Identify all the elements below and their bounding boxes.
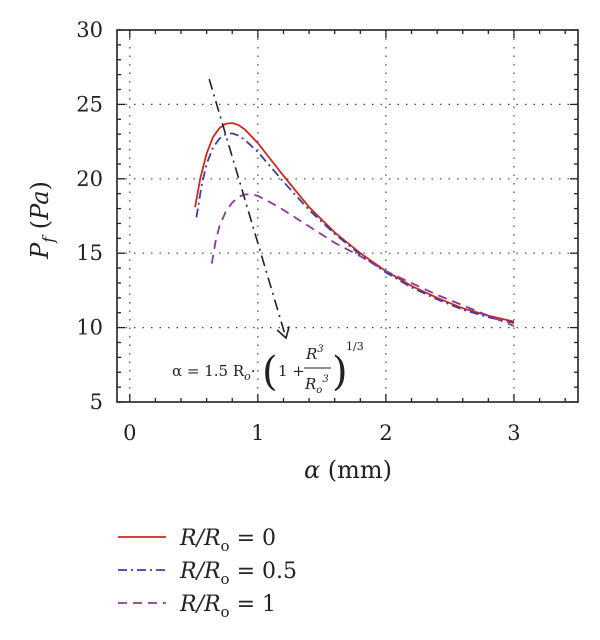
y-tick-label: 15	[76, 241, 103, 265]
x-tick-label: 3	[507, 421, 520, 445]
grid-lines	[117, 30, 578, 402]
legend-label-1: R/Ro = 0.5	[179, 559, 297, 588]
legend-label-0: R/Ro = 0	[179, 526, 276, 555]
series-line-1	[195, 132, 515, 324]
x-tick-label: 1	[251, 421, 264, 445]
annotation-formula: α = 1.5 Ro·	[172, 362, 256, 383]
series-line-2	[210, 193, 515, 327]
y-tick-label: 5	[90, 390, 103, 414]
annotation-num: R3	[305, 344, 324, 363]
axis-ticks: 0 1 2 3 5 10 15 20 25 30	[76, 18, 578, 445]
x-axis-title: α (mm)	[304, 456, 392, 484]
y-tick-label: 30	[76, 18, 103, 42]
annotation-exponent: 1/3	[346, 340, 364, 353]
y-tick-label: 20	[76, 167, 103, 191]
annotation-lhs: α = 1.5 R	[172, 362, 245, 380]
series-layer	[194, 122, 515, 327]
annotation-paren-open: (	[262, 349, 278, 395]
y-axis-title: Pf (Pa)	[26, 181, 58, 260]
annotation-one-plus: 1 +	[278, 362, 305, 380]
plot-frame	[116, 29, 579, 403]
legend-label-2: R/Ro = 1	[179, 592, 276, 621]
annotation: α = 1.5 Ro· ( 1 + R3 Ro3 ) 1/3	[172, 78, 364, 396]
y-tick-label: 25	[76, 92, 103, 116]
x-tick-label: 0	[123, 421, 136, 445]
annotation-arrow	[208, 78, 287, 339]
annotation-den: Ro3	[304, 374, 329, 396]
y-tick-label: 10	[76, 316, 103, 340]
annotation-arrowhead	[276, 326, 290, 340]
legend: R/Ro = 0 R/Ro = 0.5 R/Ro = 1	[118, 526, 297, 621]
series-line-0	[194, 122, 515, 323]
x-tick-label: 2	[379, 421, 392, 445]
annotation-lhs-sub: o	[244, 370, 251, 383]
annotation-paren-close: )	[332, 349, 348, 395]
